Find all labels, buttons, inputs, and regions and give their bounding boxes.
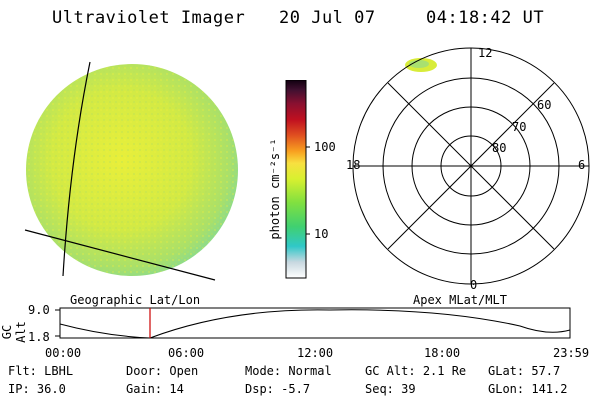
latitude-line: [24, 229, 216, 281]
lat-label-60: 60: [537, 98, 552, 112]
polar-plot: [352, 47, 590, 285]
colorbar-tick-label-10: 10: [314, 227, 329, 241]
xtick-1200: 12:00: [297, 346, 334, 360]
xtick-0600: 06:00: [168, 346, 205, 360]
polar-diagonal-2: [387, 82, 555, 250]
info-dsp: Dsp: -5.7: [245, 382, 311, 396]
lat-label-80: 80: [492, 141, 507, 155]
altitude-curve: [59, 309, 571, 339]
info-door: Door: Open: [126, 364, 199, 378]
disk-texture: [26, 64, 238, 276]
altitude-timeline: [55, 307, 571, 339]
lat-label-70: 70: [512, 120, 527, 134]
timeline-ylabel: GC Alt: [0, 321, 28, 343]
info-flt: Flt: LBHL: [8, 364, 74, 378]
xtick-1800: 18:00: [424, 346, 461, 360]
date-label: 20 Jul 07: [279, 8, 376, 28]
info-gain: Gain: 14: [126, 382, 184, 396]
timeline-frame: [59, 307, 571, 339]
info-glon: GLon: 141.2: [488, 382, 568, 396]
colorbar-gradient: [285, 80, 307, 279]
mlt-label-0: 0: [470, 278, 478, 292]
info-ip: IP: 36.0: [8, 382, 66, 396]
xtick-0000: 00:00: [45, 346, 82, 360]
info-gc-alt: GC Alt: 2.1 Re: [365, 364, 467, 378]
time-label: 04:18:42 UT: [426, 8, 545, 28]
geographic-caption: Geographic Lat/Lon: [70, 293, 201, 307]
xtick-2359: 23:59: [553, 346, 590, 360]
info-seq: Seq: 39: [365, 382, 416, 396]
geographic-image: [24, 61, 238, 281]
timeline-ytick-bottom: 1.8: [28, 330, 50, 344]
mlt-label-6: 6: [578, 158, 586, 172]
mlt-label-12: 12: [478, 46, 493, 60]
colorbar: [285, 80, 310, 279]
polar-caption: Apex MLat/MLT: [413, 293, 507, 307]
colorbar-label: photon cm⁻²s⁻¹: [268, 138, 282, 240]
colorbar-tick-label-100: 100: [314, 140, 336, 154]
mlt-label-18: 18: [346, 158, 361, 172]
aurora-patch-edge: [409, 60, 429, 68]
info-mode: Mode: Normal: [245, 364, 332, 378]
info-glat: GLat: 57.7: [488, 364, 561, 378]
meridian-line: [62, 61, 91, 277]
app-title: Ultraviolet Imager: [52, 8, 246, 28]
timeline-ytick-top: 9.0: [28, 303, 50, 317]
